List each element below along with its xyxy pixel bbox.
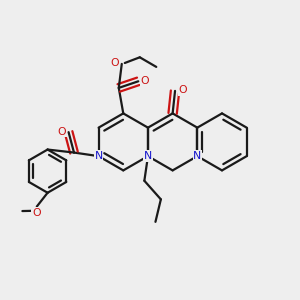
Text: O: O <box>111 58 119 68</box>
Text: N: N <box>94 151 103 161</box>
Text: N: N <box>193 151 201 161</box>
Text: O: O <box>141 76 149 86</box>
Text: N: N <box>144 151 152 161</box>
Text: O: O <box>178 85 187 95</box>
Text: O: O <box>58 127 66 136</box>
Text: O: O <box>32 208 40 218</box>
